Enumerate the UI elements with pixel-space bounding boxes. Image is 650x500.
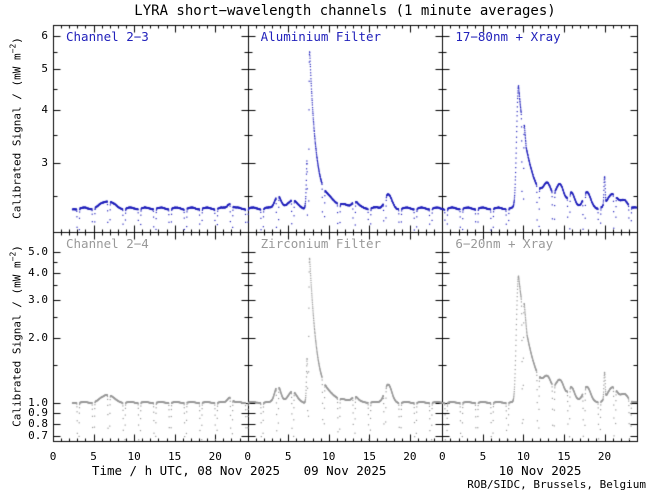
y-axis-label-exponent: −2 xyxy=(8,43,18,54)
panel-label: 17−80nm + Xray xyxy=(455,29,561,44)
credit-text: ROB/SIDC, Brussels, Belgium xyxy=(467,478,646,491)
y-tick-label: 2.0 xyxy=(28,330,48,344)
x-tick-label: 20 xyxy=(208,450,222,463)
panel-label: Channel 2−4 xyxy=(66,236,149,251)
x-axis-caption-day2: 09 Nov 2025 xyxy=(303,463,387,478)
x-tick-label: 5 xyxy=(479,450,487,463)
y-tick-label: 4.0 xyxy=(28,265,48,279)
y-tick-label: 3.0 xyxy=(28,292,48,306)
x-tick-label: 0 xyxy=(49,450,57,463)
x-tick-label: 10 xyxy=(516,450,531,463)
x-tick-label: 10 xyxy=(322,450,336,463)
x-tick-label: 10 xyxy=(127,450,141,463)
y-tick-label: 3 xyxy=(41,156,48,170)
y-tick-label: 5 xyxy=(41,62,48,76)
x-tick-label: 15 xyxy=(362,450,376,463)
x-tick-label: 0 xyxy=(439,450,446,463)
x-tick-label: 0 xyxy=(244,450,251,463)
x-axis-caption-day3: 10 Nov 2025 xyxy=(498,463,582,478)
x-tick-label: 5 xyxy=(284,450,292,463)
x-axis-caption-day1: Time / h UTC, 08 Nov 2025 xyxy=(91,463,281,478)
y-tick-label: 0.8 xyxy=(28,416,48,430)
x-tick-label: 15 xyxy=(557,450,571,463)
panel-label: Aluminium Filter xyxy=(260,29,382,44)
panel-label: Channel 2−3 xyxy=(66,29,149,44)
panel-label: 6−20nm + Xray xyxy=(455,236,554,251)
y-tick-label: 0.9 xyxy=(28,405,48,419)
panel-label: Zirconium Filter xyxy=(260,236,382,251)
y-tick-label: 6 xyxy=(41,29,48,42)
y-axis-label-text: Calibrated Signal / (mW m xyxy=(10,53,24,219)
x-tick-label: 15 xyxy=(168,450,182,463)
x-tick-label: 20 xyxy=(403,450,417,463)
y-tick-label: 5.0 xyxy=(28,245,48,259)
y-tick-label: 4 xyxy=(41,103,48,117)
x-tick-label: 20 xyxy=(597,450,612,463)
y-tick-label: 0.7 xyxy=(28,429,48,443)
chart-title: LYRA short−wavelength channels (1 minute… xyxy=(134,3,556,19)
x-tick-label: 5 xyxy=(90,450,97,463)
y-tick-label: 1.0 xyxy=(28,396,48,409)
